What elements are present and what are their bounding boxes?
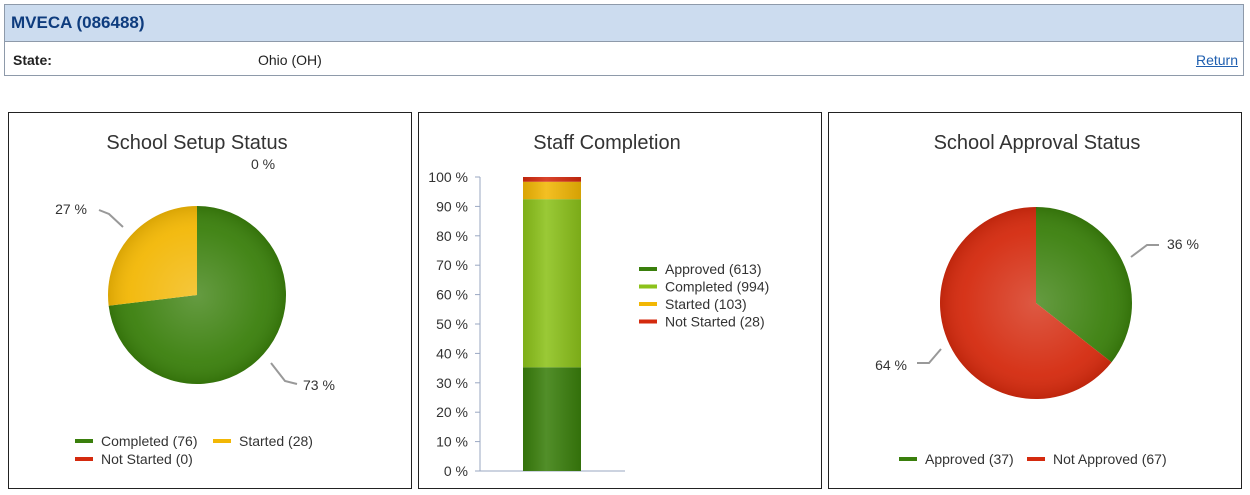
leader-line [98,209,124,228]
state-label: State: [13,52,52,68]
legend-swatch [1027,457,1045,461]
legend-item: Not Started (0) [101,451,193,467]
y-tick-label: 10 % [436,434,468,450]
staff-completion-panel: Staff Completion 0 % 10 % 20 % 30 % 40 % 50 %… [418,112,822,489]
percent-label: 64 % [875,357,907,373]
y-tick-label: 70 % [436,257,468,273]
state-row: State: Ohio (OH) Return [5,42,1243,75]
y-tick-label: 40 % [436,345,468,361]
chart-title: Staff Completion [533,132,681,154]
school-setup-status-panel: School Setup Status 73 % 27 % 0 % Complete… [8,112,412,489]
legend-item: Approved (613) [665,261,762,277]
leader-line [1130,244,1159,258]
legend-swatch [639,302,657,306]
school-approval-status-panel: School Approval Status 36 % 64 % Approved… [828,112,1242,489]
pie-slice [108,206,197,306]
y-tick-label: 50 % [436,316,468,332]
school-approval-status-chart: School Approval Status 36 % 64 % Approved… [875,132,1199,467]
y-tick-label: 60 % [436,287,468,303]
y-tick-label: 20 % [436,404,468,420]
legend-item: Not Approved (67) [1053,451,1167,467]
y-tick-label: 30 % [436,375,468,391]
y-tick-label: 80 % [436,228,468,244]
legend-swatch [75,457,93,461]
return-link[interactable]: Return [1195,52,1238,68]
y-tick-label: 0 % [444,463,468,479]
bar-segment [523,199,581,368]
district-title: MVECA (086488) [5,5,1243,42]
leader-line [270,362,298,385]
chart-title: School Approval Status [934,132,1141,154]
percent-label: 27 % [55,201,87,217]
bar-segment [523,367,581,471]
school-setup-status-chart: School Setup Status 73 % 27 % 0 % Complete… [55,132,335,467]
percent-label: 0 % [251,156,275,172]
staff-completion-chart: Staff Completion 0 % 10 % 20 % 30 % 40 % 50 %… [428,132,769,479]
percent-label: 73 % [303,377,335,393]
bar-segment [523,181,581,200]
district-header: MVECA (086488) State: Ohio (OH) Return [4,4,1244,76]
bar-segment [523,177,581,182]
state-value: Ohio (OH) [258,52,322,68]
y-tick-label: 100 % [428,169,468,185]
y-tick-label: 90 % [436,198,468,214]
legend-item: Not Started (28) [665,314,765,330]
legend-swatch [639,319,657,324]
legend-swatch [639,267,657,271]
legend-item: Started (103) [665,296,747,312]
legend-swatch [75,439,93,443]
legend-swatch [639,284,657,289]
leader-line [917,348,942,364]
legend-item: Approved (37) [925,451,1014,467]
legend-item: Completed (994) [665,279,769,295]
legend-swatch [899,457,917,461]
percent-label: 36 % [1167,236,1199,252]
legend-item: Completed (76) [101,433,198,449]
legend-item: Started (28) [239,433,313,449]
legend-swatch [213,439,231,443]
chart-title: School Setup Status [106,132,287,154]
